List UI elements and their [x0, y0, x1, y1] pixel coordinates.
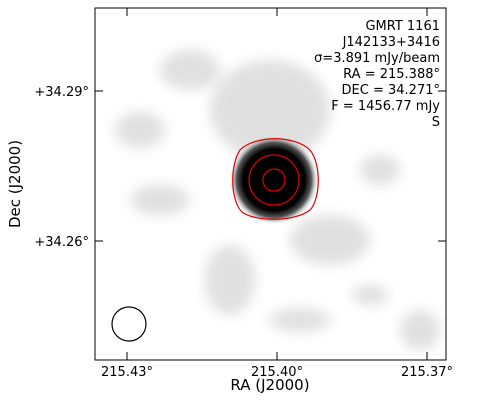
x-axis-label: RA (J2000) [230, 376, 309, 394]
y-axis-label: Dec (J2000) [6, 140, 24, 228]
annotation: σ=3.891 mJy/beam [314, 51, 440, 66]
plot-frame [94, 7, 447, 361]
x-tick-label: 215.40° [251, 365, 303, 380]
annotation: F = 1456.77 mJy [331, 99, 440, 114]
annotation: GMRT 1161 [365, 19, 440, 34]
annotation: RA = 215.388° [343, 67, 440, 82]
x-tick-label: 215.43° [101, 365, 153, 380]
x-tick-label: 215.37° [401, 365, 453, 380]
annotation: DEC = 34.271° [342, 83, 440, 98]
y-tick-label: +34.29° [34, 85, 89, 100]
image [95, 8, 446, 360]
annotation: J142133+3416 [342, 35, 440, 50]
annotation: S [432, 115, 440, 130]
y-tick-label: +34.26° [34, 235, 89, 250]
